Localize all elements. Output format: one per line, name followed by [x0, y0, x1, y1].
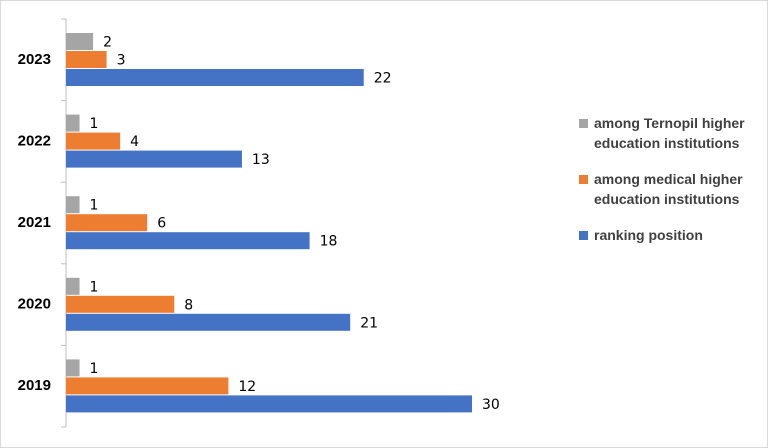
value-label: 8: [184, 297, 193, 313]
legend-item: among Ternopil higher education institut…: [579, 113, 759, 153]
bar: [66, 150, 242, 168]
bar: [66, 69, 364, 86]
bar: [66, 277, 80, 295]
value-label: 1: [90, 279, 99, 295]
legend-item: ranking position: [579, 225, 759, 245]
bar: [66, 232, 310, 250]
value-label: 22: [374, 71, 392, 87]
category-label: 2023: [18, 51, 51, 68]
category-label: 2022: [18, 132, 51, 149]
legend-label: ranking position: [594, 227, 703, 243]
legend-label: among medical higher education instituti…: [594, 171, 743, 207]
legend: among Ternopil higher education institut…: [579, 113, 759, 261]
value-label: 6: [157, 216, 166, 232]
bar: [66, 359, 80, 377]
legend-item: among medical higher education instituti…: [579, 169, 759, 209]
bar: [66, 196, 80, 214]
bar: [66, 114, 80, 132]
category-label: 2019: [18, 377, 51, 394]
legend-swatch: [579, 231, 588, 240]
legend-swatch: [579, 119, 588, 128]
value-label: 18: [320, 234, 338, 250]
value-label: 12: [238, 379, 256, 395]
value-label: 1: [90, 116, 99, 132]
value-label: 30: [482, 397, 500, 413]
value-label: 13: [252, 152, 270, 168]
bar: [66, 214, 148, 232]
legend-label: among Ternopil higher education institut…: [594, 115, 745, 151]
legend-swatch: [579, 175, 588, 184]
bar: [66, 377, 229, 395]
value-label: 4: [130, 134, 139, 150]
value-label: 1: [90, 361, 99, 377]
bar: [66, 395, 472, 413]
value-label: 21: [360, 315, 378, 331]
bar: [66, 51, 107, 68]
bar: [66, 313, 351, 331]
category-label: 2020: [18, 296, 51, 313]
value-label: 2: [103, 35, 112, 51]
bar: [66, 295, 175, 313]
bar: [66, 33, 94, 50]
category-label: 2021: [18, 214, 51, 231]
bar: [66, 132, 121, 150]
value-label: 1: [90, 198, 99, 214]
value-label: 3: [117, 53, 126, 69]
